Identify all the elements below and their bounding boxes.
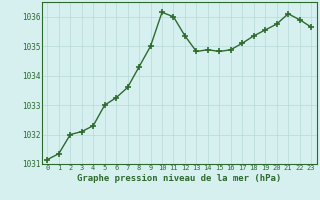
X-axis label: Graphe pression niveau de la mer (hPa): Graphe pression niveau de la mer (hPa) xyxy=(77,174,281,183)
